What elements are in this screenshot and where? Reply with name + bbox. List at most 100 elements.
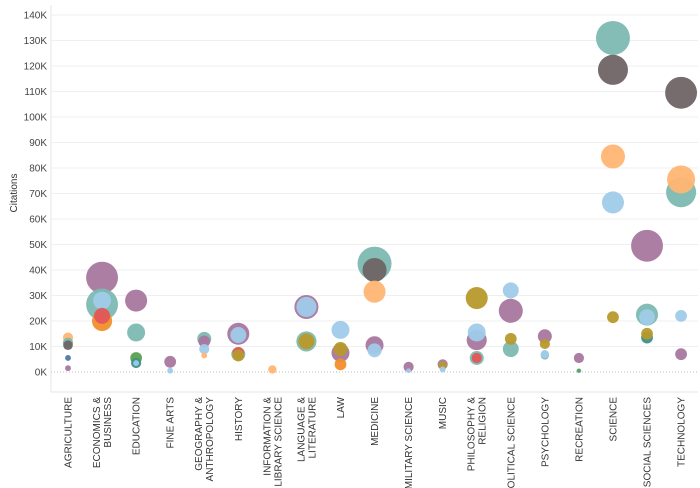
bubble-purple[interactable] (573, 352, 585, 364)
bubble-lightorange[interactable] (268, 365, 277, 374)
y-tick-label: 80K (29, 164, 47, 175)
x-tick-label: SCIENCE (608, 397, 619, 442)
y-axis-title: Citations (9, 174, 20, 213)
bubble-purple[interactable] (164, 355, 177, 368)
y-tick-label: 70K (29, 189, 47, 200)
bubble-purple[interactable] (498, 298, 523, 323)
bubble-purple[interactable] (198, 335, 211, 348)
bubble-olive[interactable] (641, 327, 653, 340)
x-tick-label: BUSINESS (103, 397, 114, 448)
bubble-teal[interactable] (127, 323, 146, 342)
x-category-label: PSYCHOLOGY (540, 397, 551, 467)
y-tick-label: 10K (29, 342, 47, 353)
y-tick-label: 40K (29, 266, 47, 277)
x-category-label: LAW (336, 396, 347, 418)
x-category-label: MILITARY SCIENCE (404, 397, 415, 488)
x-category-label: RECREATION (574, 397, 585, 462)
bubble-lightorange[interactable] (600, 144, 625, 169)
x-tick-label: LIBRARY SCIENCE (273, 397, 284, 487)
x-tick-label: PHILOSOPHY & (467, 397, 478, 472)
bubble-lightblue[interactable] (93, 291, 112, 310)
x-category-label: POLITICAL SCIENCE (506, 397, 517, 488)
x-category-label: MEDICINE (370, 397, 381, 446)
x-tick-label: AGRICULTURE (64, 397, 75, 468)
y-tick-label: 90K (29, 138, 47, 149)
bubble-lightblue[interactable] (367, 343, 382, 358)
bubble-lightblue[interactable] (540, 349, 550, 359)
bubble-lightblue[interactable] (502, 282, 519, 299)
x-category-label: AGRICULTURE (64, 397, 75, 468)
bubble-red[interactable] (94, 307, 111, 324)
bubble-olive[interactable] (465, 287, 488, 310)
bubble-purple[interactable] (65, 365, 71, 372)
bubble-olive[interactable] (607, 311, 619, 324)
x-tick-label: RECREATION (574, 397, 585, 462)
bubble-green[interactable] (577, 369, 581, 373)
bubble-lightblue[interactable] (331, 320, 350, 339)
bubble-lightblue[interactable] (439, 366, 446, 373)
x-tick-label: LANGUAGE & (296, 397, 307, 462)
y-tick-label: 60K (29, 215, 47, 226)
bubble-teal[interactable] (502, 341, 519, 358)
bubble-lightblue[interactable] (601, 191, 624, 214)
y-tick-label: 20K (29, 317, 47, 328)
bubble-lightblue[interactable] (675, 310, 687, 322)
x-tick-label: GEOGRAPHY & (194, 397, 205, 471)
x-tick-label: FINE ARTS (166, 397, 177, 449)
bubble-darkgray[interactable] (665, 76, 698, 109)
bubble-olive[interactable] (333, 342, 348, 357)
x-category-label: INFORMATION & LIBRARY SCIENCE (262, 397, 284, 487)
y-tick-label: 100K (24, 113, 48, 124)
bubble-lightblue[interactable] (230, 327, 247, 343)
x-tick-label: LAW (336, 396, 347, 418)
x-tick-label: TECHNOLOGY (677, 397, 688, 467)
x-category-label: SOCIAL SCIENCES (643, 397, 654, 488)
bubble-purple[interactable] (631, 229, 663, 262)
bubble-olive[interactable] (504, 332, 517, 345)
bubble-orange[interactable] (334, 358, 347, 371)
y-tick-label: 30K (29, 291, 47, 302)
bubble-darkblue[interactable] (65, 355, 71, 361)
bubble-lightblue[interactable] (296, 296, 317, 318)
x-tick-label: ANTHROPOLOGY (205, 397, 216, 482)
bubble-purple[interactable] (86, 261, 119, 294)
bubble-lightblue[interactable] (639, 309, 655, 326)
bubble-lightblue[interactable] (167, 367, 174, 374)
bubble-teal[interactable] (595, 20, 630, 55)
x-category-label: MUSIC (438, 397, 449, 429)
x-tick-label: MILITARY SCIENCE (404, 397, 415, 488)
bubble-purple[interactable] (537, 329, 552, 344)
x-category-label: EDUCATION (132, 397, 143, 455)
x-tick-label: RELIGION (478, 397, 489, 445)
x-tick-label: INFORMATION & (262, 397, 273, 476)
bubble-purple[interactable] (675, 348, 687, 361)
bubble-purple[interactable] (403, 361, 414, 372)
bubble-darkgray[interactable] (63, 340, 73, 351)
bubble-purple[interactable] (125, 289, 148, 312)
x-tick-label: ECONOMICS & (92, 397, 103, 468)
bubble-lightblue[interactable] (199, 343, 210, 355)
x-axis: AGRICULTURE ECONOMICS & BUSINESS EDUCATION F… (64, 396, 688, 488)
bubble-lightblue[interactable] (467, 323, 486, 342)
y-tick-label: 120K (24, 62, 48, 73)
bubble-olive[interactable] (232, 349, 245, 362)
bubble-olive[interactable] (539, 338, 550, 350)
bubble-darkgray[interactable] (362, 257, 387, 283)
x-category-label: GEOGRAPHY & ANTHROPOLOGY (194, 397, 216, 482)
bubble-lightorange[interactable] (201, 352, 208, 359)
bubbles (62, 20, 698, 374)
bubble-red[interactable] (471, 352, 482, 364)
bubble-darkgray[interactable] (597, 54, 628, 85)
bubble-lightorange[interactable] (363, 280, 386, 303)
x-tick-label: PSYCHOLOGY (540, 397, 551, 467)
bubble-lightorange[interactable] (667, 165, 696, 194)
bubble-lightblue[interactable] (406, 368, 412, 374)
bubble-lightblue[interactable] (133, 360, 140, 367)
x-category-label: ECONOMICS & BUSINESS (92, 397, 114, 468)
y-tick-label: 50K (29, 240, 47, 251)
y-tick-label: 130K (24, 36, 48, 47)
y-tick-label: 140K (24, 11, 48, 22)
x-tick-label: SOCIAL SCIENCES (643, 397, 654, 488)
x-tick-label: HISTORY (234, 397, 245, 441)
bubble-olive[interactable] (298, 333, 315, 350)
